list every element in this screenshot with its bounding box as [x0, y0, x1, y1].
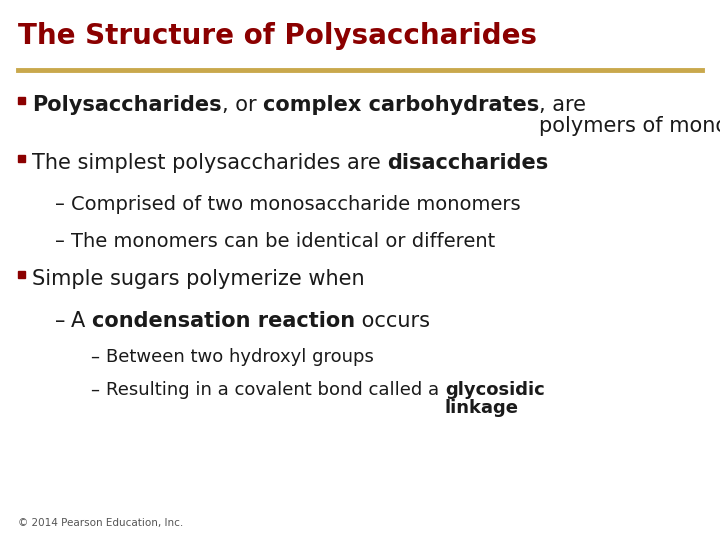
Text: condensation reaction: condensation reaction: [92, 311, 355, 331]
Text: –: –: [90, 348, 99, 366]
Text: The monomers can be identical or different: The monomers can be identical or differe…: [71, 232, 495, 251]
Text: linkage: linkage: [445, 399, 519, 417]
Text: –: –: [55, 195, 65, 214]
Text: Resulting in a covalent bond called a: Resulting in a covalent bond called a: [106, 381, 445, 399]
Text: The Structure of Polysaccharides: The Structure of Polysaccharides: [18, 22, 537, 50]
Text: , are: , are: [539, 95, 586, 115]
Text: –: –: [55, 232, 65, 251]
Text: Comprised of two monosaccharide monomers: Comprised of two monosaccharide monomers: [71, 195, 521, 214]
Text: occurs: occurs: [355, 311, 430, 331]
Text: , or: , or: [222, 95, 263, 115]
Text: Polysaccharides: Polysaccharides: [32, 95, 222, 115]
Text: –: –: [55, 311, 66, 331]
Text: glycosidic: glycosidic: [445, 381, 544, 399]
Bar: [18, 271, 25, 278]
Text: © 2014 Pearson Education, Inc.: © 2014 Pearson Education, Inc.: [18, 518, 184, 528]
Text: –: –: [90, 381, 99, 399]
Bar: [18, 97, 25, 104]
Text: A: A: [71, 311, 92, 331]
Bar: [18, 155, 25, 162]
Text: The simplest polysaccharides are: The simplest polysaccharides are: [32, 153, 387, 173]
Text: Simple sugars polymerize when: Simple sugars polymerize when: [32, 269, 364, 289]
Text: disaccharides: disaccharides: [387, 153, 549, 173]
Text: complex carbohydrates: complex carbohydrates: [263, 95, 539, 115]
Text: polymers of monosaccharide monomers: polymers of monosaccharide monomers: [539, 116, 720, 136]
Text: Between two hydroxyl groups: Between two hydroxyl groups: [106, 348, 374, 366]
